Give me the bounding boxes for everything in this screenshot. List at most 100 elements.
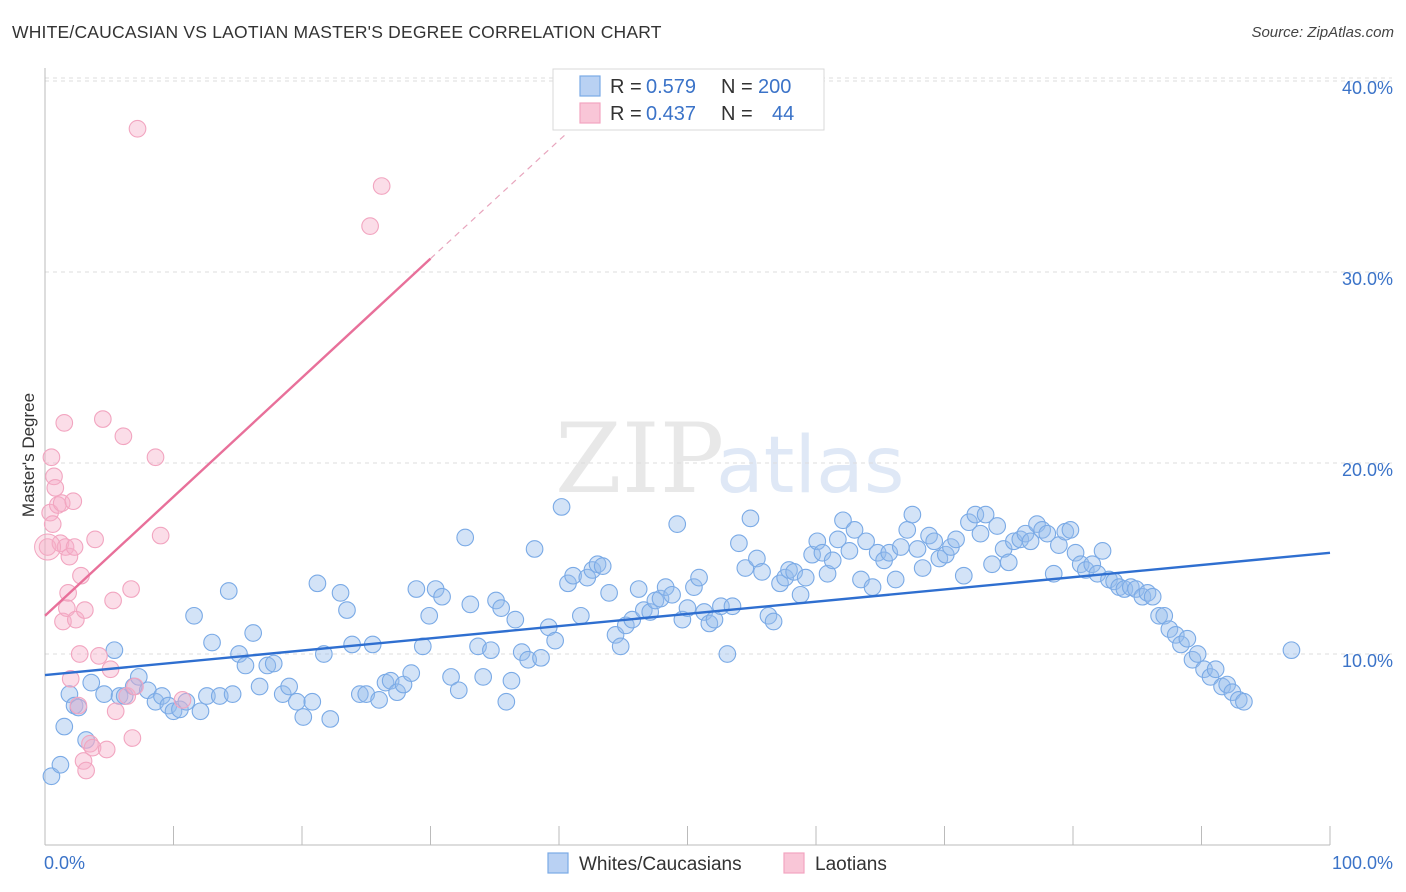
point-whites-35 <box>280 677 299 696</box>
point-laotians-8 <box>52 494 71 512</box>
point-laotians-19 <box>69 696 88 715</box>
point-whites-72 <box>519 650 538 669</box>
point-whites-111 <box>748 549 766 568</box>
point-whites-160 <box>1021 532 1040 551</box>
watermark-zip: ZIP <box>555 403 724 515</box>
point-whites-27 <box>223 685 242 703</box>
point-laotians-1 <box>41 503 59 522</box>
point-laotians-18 <box>66 610 85 629</box>
legend-n-label-laotians: N = <box>721 103 753 125</box>
point-whites-100 <box>685 578 703 597</box>
trend-line-whites <box>44 551 1331 677</box>
point-whites-2 <box>55 717 74 736</box>
point-whites-190 <box>1188 645 1207 663</box>
point-whites-45 <box>350 685 369 703</box>
point-whites-43 <box>338 601 356 619</box>
point-laotians-33 <box>106 702 125 721</box>
point-whites-85 <box>600 584 618 602</box>
point-whites-94 <box>651 589 670 608</box>
point-whites-127 <box>834 511 852 530</box>
point-whites-22 <box>191 702 210 721</box>
point-laotians-34 <box>114 427 133 446</box>
point-laotians-30 <box>97 740 116 759</box>
trend-lines <box>44 134 1331 677</box>
point-whites-109 <box>736 559 755 577</box>
point-whites-112 <box>753 563 771 581</box>
point-whites-7 <box>82 673 101 692</box>
point-whites-171 <box>1083 555 1102 574</box>
watermark-atlas: atlas <box>716 421 905 511</box>
gridlines <box>45 77 1392 655</box>
point-whites-8 <box>95 685 113 703</box>
point-whites-199 <box>1282 641 1301 660</box>
point-laotians-38 <box>126 677 144 696</box>
point-whites-39 <box>308 574 327 593</box>
point-laotians-44 <box>372 177 391 195</box>
point-whites-167 <box>1061 520 1080 539</box>
point-laotians-39 <box>128 119 147 138</box>
top-legend: R = 0.579 N = 200 R = 0.437 N = 44 <box>552 68 825 131</box>
point-whites-84 <box>593 557 612 575</box>
bottom-legend-label-laotians: Laotians <box>815 854 887 875</box>
point-laotians-40 <box>146 448 165 467</box>
point-whites-26 <box>219 582 238 600</box>
point-whites-131 <box>857 532 875 551</box>
point-whites-60 <box>449 681 468 700</box>
point-laotians-15 <box>61 669 80 688</box>
point-laotians-16 <box>64 492 83 511</box>
point-whites-141 <box>913 559 932 577</box>
source-label: Source: ZipAtlas.com <box>1251 24 1394 41</box>
y-tick-label-30: 30.0% <box>1342 269 1393 289</box>
point-laotians-3 <box>43 515 62 533</box>
point-whites-142 <box>920 526 938 545</box>
point-whites-37 <box>294 708 313 726</box>
point-whites-87 <box>611 637 630 656</box>
point-whites-76 <box>546 631 564 650</box>
point-whites-154 <box>988 517 1007 535</box>
bottom-legend: Whites/Caucasians Laotians <box>547 852 887 875</box>
point-whites-41 <box>321 710 340 728</box>
point-whites-186 <box>1166 626 1185 644</box>
point-laotians-14 <box>60 547 79 566</box>
point-whites-182 <box>1143 587 1162 606</box>
axes <box>44 68 1331 846</box>
point-whites-32 <box>258 656 277 675</box>
point-whites-53 <box>402 664 421 682</box>
point-whites-107 <box>723 597 742 616</box>
point-whites-29 <box>236 656 255 675</box>
point-laotians-17 <box>65 538 84 556</box>
point-whites-24 <box>203 633 221 652</box>
y-tick-label-10: 10.0% <box>1342 651 1393 671</box>
point-laotians-23 <box>75 601 94 619</box>
point-whites-82 <box>583 561 602 579</box>
point-whites-33 <box>264 654 283 673</box>
bottom-legend-label-whites: Whites/Caucasians <box>579 854 742 875</box>
point-whites-36 <box>288 692 306 711</box>
point-whites-151 <box>971 524 990 543</box>
point-whites-114 <box>764 612 783 631</box>
point-whites-25 <box>210 687 229 705</box>
trend-line-laotians <box>44 257 432 617</box>
legend-r-label-whites: R = <box>610 76 642 98</box>
y-tick-label-40: 40.0% <box>1342 78 1393 98</box>
point-whites-137 <box>891 538 910 556</box>
point-whites-150 <box>966 505 985 524</box>
point-whites-193 <box>1206 660 1225 679</box>
point-laotians-10 <box>55 414 74 432</box>
point-whites-97 <box>668 515 687 533</box>
point-whites-119 <box>791 585 810 604</box>
point-whites-108 <box>730 534 748 553</box>
point-laotians-32 <box>104 591 122 610</box>
point-whites-143 <box>925 532 944 551</box>
point-whites-148 <box>954 566 973 585</box>
legend-n-value-laotians: 44 <box>772 103 794 125</box>
point-whites-152 <box>976 505 995 524</box>
point-laotians-41 <box>151 526 170 545</box>
point-laotians-2 <box>42 448 61 467</box>
trend-line-laotians-extension <box>430 134 566 260</box>
legend-n-label-whites: N = <box>721 76 753 98</box>
point-whites-74 <box>532 648 550 667</box>
data-points <box>34 119 1301 786</box>
point-whites-106 <box>718 645 737 663</box>
